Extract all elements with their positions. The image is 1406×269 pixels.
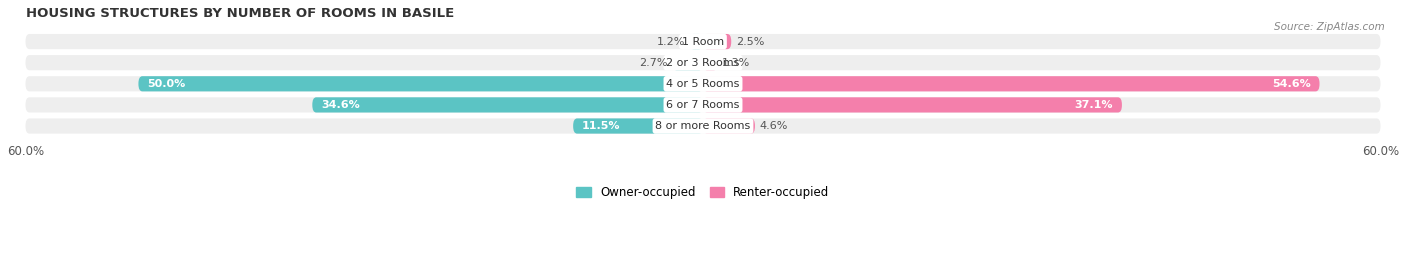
Text: 54.6%: 54.6% <box>1272 79 1310 89</box>
FancyBboxPatch shape <box>25 55 1381 70</box>
Text: 2.7%: 2.7% <box>640 58 668 68</box>
Text: Source: ZipAtlas.com: Source: ZipAtlas.com <box>1274 22 1385 31</box>
Text: 4 or 5 Rooms: 4 or 5 Rooms <box>666 79 740 89</box>
FancyBboxPatch shape <box>703 55 717 70</box>
Legend: Owner-occupied, Renter-occupied: Owner-occupied, Renter-occupied <box>572 183 834 203</box>
Text: 11.5%: 11.5% <box>582 121 620 131</box>
Text: 2.5%: 2.5% <box>735 37 763 47</box>
FancyBboxPatch shape <box>25 97 1381 112</box>
Text: 50.0%: 50.0% <box>148 79 186 89</box>
Text: 4.6%: 4.6% <box>759 121 787 131</box>
FancyBboxPatch shape <box>703 97 1122 112</box>
Text: HOUSING STRUCTURES BY NUMBER OF ROOMS IN BASILE: HOUSING STRUCTURES BY NUMBER OF ROOMS IN… <box>25 7 454 20</box>
FancyBboxPatch shape <box>312 97 703 112</box>
Text: 8 or more Rooms: 8 or more Rooms <box>655 121 751 131</box>
Text: 34.6%: 34.6% <box>322 100 360 110</box>
FancyBboxPatch shape <box>689 34 703 49</box>
FancyBboxPatch shape <box>574 118 703 134</box>
Text: 37.1%: 37.1% <box>1074 100 1114 110</box>
FancyBboxPatch shape <box>25 76 1381 91</box>
FancyBboxPatch shape <box>25 118 1381 134</box>
FancyBboxPatch shape <box>25 34 1381 49</box>
FancyBboxPatch shape <box>703 34 731 49</box>
FancyBboxPatch shape <box>703 76 1319 91</box>
FancyBboxPatch shape <box>672 55 703 70</box>
Text: 1.3%: 1.3% <box>723 58 751 68</box>
Text: 1.2%: 1.2% <box>657 37 685 47</box>
Text: 6 or 7 Rooms: 6 or 7 Rooms <box>666 100 740 110</box>
FancyBboxPatch shape <box>703 118 755 134</box>
FancyBboxPatch shape <box>138 76 703 91</box>
Text: 1 Room: 1 Room <box>682 37 724 47</box>
Text: 2 or 3 Rooms: 2 or 3 Rooms <box>666 58 740 68</box>
